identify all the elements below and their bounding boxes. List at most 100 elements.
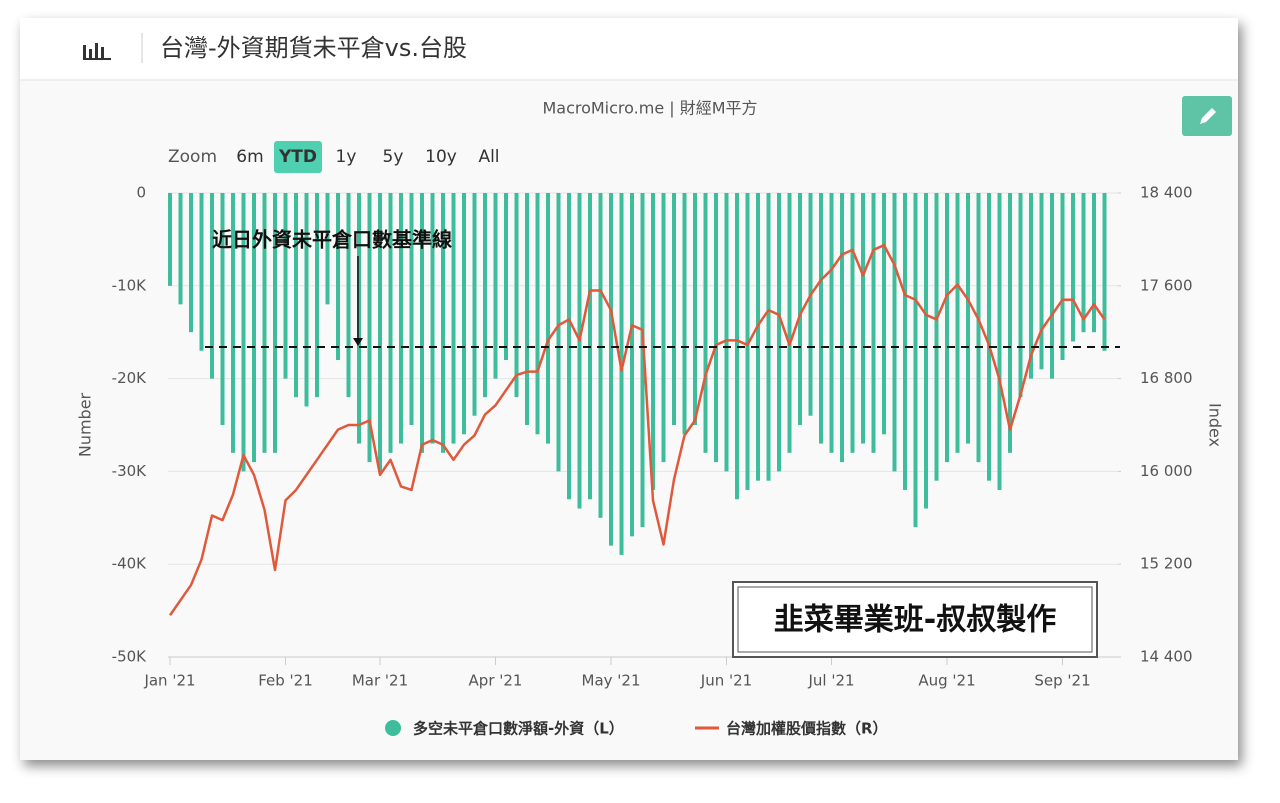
- bar: [798, 193, 802, 425]
- bar: [693, 193, 697, 425]
- bar: [829, 193, 834, 453]
- bar: [252, 193, 256, 463]
- bar: [682, 193, 687, 435]
- bar: [1092, 193, 1096, 333]
- bar: [703, 193, 708, 453]
- bar: [367, 193, 372, 463]
- bar: [777, 193, 781, 472]
- x-tick-label: Jun '21: [700, 672, 752, 690]
- zoom-button-label[interactable]: 1y: [336, 147, 357, 167]
- zoom-button[interactable]: 10y: [425, 147, 457, 167]
- bar: [714, 193, 718, 463]
- bar: [231, 193, 235, 453]
- bar: [745, 193, 750, 490]
- x-tick-label: May '21: [582, 672, 641, 690]
- bar: [325, 193, 330, 305]
- y2-tick-label: 17 600: [1140, 276, 1193, 294]
- bar: [1081, 193, 1086, 333]
- bar: [441, 193, 445, 453]
- bar: [1060, 193, 1065, 361]
- bar: [210, 193, 214, 379]
- zoom-button-label[interactable]: YTD: [278, 147, 317, 167]
- bar: [672, 193, 676, 425]
- zoom-button[interactable]: 5y: [383, 147, 404, 167]
- watermark-box: 韭菜畢業班-叔叔製作: [732, 581, 1098, 658]
- zoom-controls: Zoom 6m YTD 1y 5y 10y All: [168, 141, 500, 173]
- bar: [336, 193, 340, 361]
- bar: [934, 193, 939, 481]
- bar: [766, 193, 771, 481]
- bar: [619, 193, 624, 555]
- bar: [787, 193, 792, 453]
- y-tick-label: -30K: [112, 462, 147, 480]
- pencil-icon: [1200, 108, 1216, 124]
- bar: [945, 193, 949, 463]
- bar: [472, 193, 477, 416]
- bar: [514, 193, 519, 398]
- x-tick-label: Feb '21: [258, 672, 313, 690]
- bar: [598, 193, 603, 518]
- y-axis-label: Number: [76, 392, 95, 457]
- bar: [409, 193, 414, 425]
- y2-tick-label: 16 000: [1140, 462, 1193, 480]
- zoom-button-label[interactable]: 5y: [383, 147, 404, 167]
- bar: [724, 193, 729, 472]
- bar: [651, 193, 655, 490]
- legend-label[interactable]: 台灣加權股價指數（R）: [726, 720, 888, 738]
- y2-tick-label: 16 800: [1140, 369, 1193, 387]
- bar: [1071, 193, 1075, 342]
- bar: [924, 193, 928, 509]
- zoom-button[interactable]: YTD: [274, 141, 322, 173]
- card-header: [20, 18, 1238, 80]
- bar: [556, 193, 561, 472]
- bar: [1008, 193, 1012, 453]
- zoom-button[interactable]: All: [478, 147, 499, 167]
- x-tick-label: Jul '21: [807, 672, 854, 690]
- bar: [955, 193, 960, 453]
- legend-label[interactable]: 多空未平倉口數淨額-外資（L）: [413, 720, 624, 738]
- bar: [378, 193, 382, 472]
- bar: [294, 193, 298, 398]
- page-title: 台灣-外資期貨未平倉vs.台股: [160, 34, 467, 62]
- bar: [1018, 193, 1023, 398]
- legend-symbol: [385, 720, 401, 736]
- y-tick-label: -40K: [112, 555, 147, 573]
- y2-tick-label: 14 400: [1140, 648, 1193, 666]
- bar: [535, 193, 540, 435]
- zoom-button-label[interactable]: 10y: [425, 147, 457, 167]
- bar: [504, 193, 508, 361]
- bar: [273, 193, 277, 453]
- bar: [861, 193, 865, 444]
- bar: [346, 193, 351, 398]
- zoom-button[interactable]: 6m: [236, 147, 263, 167]
- x-tick-label: Sep '21: [1034, 672, 1090, 690]
- edit-button[interactable]: [1182, 96, 1232, 136]
- zoom-button-label[interactable]: All: [478, 147, 499, 167]
- bar: [913, 193, 918, 528]
- bar: [189, 193, 193, 333]
- bar: [420, 193, 424, 453]
- y-tick-label: -20K: [112, 369, 147, 387]
- zoom-button-label[interactable]: 6m: [236, 147, 263, 167]
- bar: [357, 193, 361, 444]
- bar: [661, 193, 666, 463]
- bar: [840, 193, 844, 463]
- chart-icon: [83, 43, 111, 60]
- y-tick-label: -10K: [112, 276, 147, 294]
- y2-axis-label: Index: [1206, 403, 1225, 447]
- bar: [451, 193, 456, 444]
- bar: [546, 193, 550, 444]
- bar: [1029, 193, 1033, 379]
- bar: [609, 193, 613, 546]
- bar: [178, 193, 183, 305]
- bar: [241, 193, 246, 472]
- zoom-button[interactable]: 1y: [336, 147, 357, 167]
- bar: [388, 193, 393, 453]
- bar: [808, 193, 813, 416]
- zoom-button-bg[interactable]: [274, 141, 322, 173]
- bar: [1039, 193, 1044, 370]
- bar: [892, 193, 897, 472]
- bar: [315, 193, 319, 398]
- bar: [882, 193, 886, 435]
